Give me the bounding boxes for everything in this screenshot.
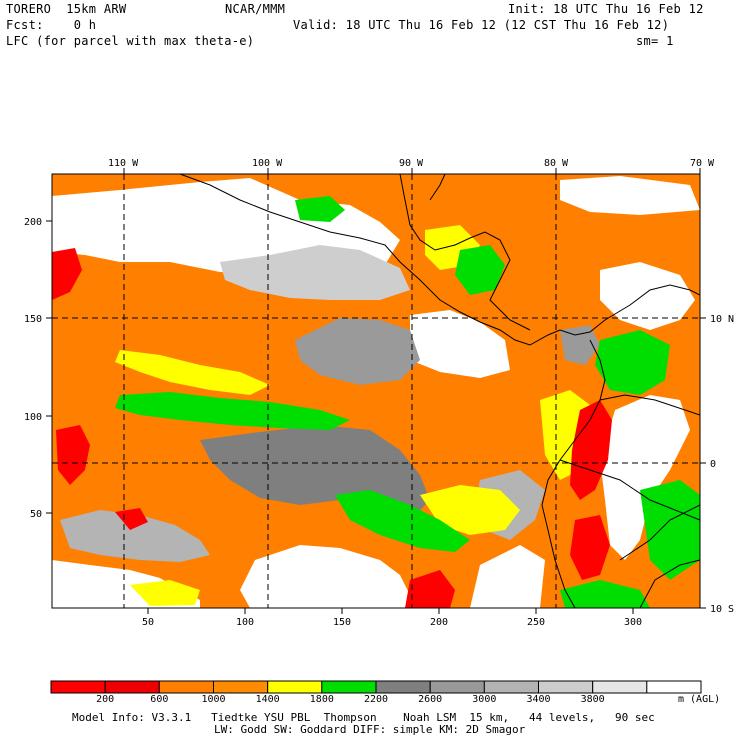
field-white-andes-east [600, 395, 690, 560]
bottom-ticks [147, 608, 634, 614]
organization-label: NCAR/MMM [225, 2, 286, 16]
colorbar-tick-label: 2200 [363, 694, 389, 705]
x-tick-150: 150 [333, 617, 351, 628]
colorbar-tick-label: 3400 [526, 694, 551, 705]
field-green-4 [640, 480, 700, 580]
lon-label-110w: 110 W [108, 158, 139, 169]
x-tick-100: 100 [236, 617, 254, 628]
field-green-2 [335, 490, 470, 552]
field-green-3 [595, 330, 670, 395]
lon-label-80w: 80 W [544, 158, 569, 169]
colorbar-swatch [213, 680, 269, 694]
graticule [52, 174, 700, 608]
field-white-bottom-mid [240, 545, 410, 608]
x-tick-250: 250 [527, 617, 545, 628]
colorbar-swatch [429, 680, 485, 694]
colorbar-swatch [158, 680, 215, 694]
colorbar-tick-label: 3800 [580, 694, 605, 705]
valid-time: Valid: 18 UTC Thu 16 Feb 12 (12 CST Thu … [293, 18, 670, 32]
field-yellow-2 [420, 485, 520, 535]
lon-label-90w: 90 W [399, 158, 424, 169]
field-yellow-1 [115, 350, 270, 395]
field-gray-band-1 [295, 318, 420, 385]
field-red-3 [405, 570, 455, 608]
field-red-5 [570, 515, 610, 580]
colorbar-tick-label: 600 [150, 694, 169, 705]
colorbar-swatch [104, 680, 160, 694]
field-yellow-5 [130, 580, 200, 606]
colorbar-tick-label: 200 [96, 694, 115, 705]
field-green-6 [295, 196, 345, 222]
field-red-1 [52, 248, 82, 300]
colorbar-tick-label: 3000 [472, 694, 497, 705]
lon-label-70w: 70 W [690, 158, 715, 169]
field-gray-band-6 [560, 325, 600, 365]
forecast-hour: Fcst: 0 h [6, 18, 97, 32]
y-tick-100: 100 [24, 412, 42, 423]
colorbar-tick-label: 2600 [418, 694, 443, 705]
colorbar-swatch [321, 680, 377, 694]
smoothing-value: sm= 1 [636, 34, 674, 48]
left-ticks [46, 220, 52, 514]
y-tick-200: 200 [24, 217, 42, 228]
model-info-line2: LW: Godd SW: Goddard DIFF: simple KM: 2D… [214, 723, 526, 736]
right-ticks [700, 317, 706, 609]
field-red-4 [570, 400, 612, 500]
lat-label-10s: 10 S [710, 604, 734, 615]
colorbar-swatch [375, 680, 431, 694]
field-white-pacific [410, 310, 510, 378]
init-time: Init: 18 UTC Thu 16 Feb 12 [508, 2, 704, 16]
map-frame [51, 173, 701, 609]
colorbar-swatch [483, 680, 539, 694]
field-white-bottom-right [470, 545, 545, 608]
field-green-7 [560, 580, 650, 608]
field-name: LFC (for parcel with max theta-e) [6, 34, 255, 48]
lat-label-0: 0 [710, 459, 716, 470]
field-white-topright [560, 176, 700, 215]
model-info-line1: Model Info: V3.3.1 Tiedtke YSU PBL Thomp… [72, 711, 655, 724]
colorbar-swatch [538, 680, 594, 694]
lat-label-10n: 10 N [710, 314, 734, 325]
x-tick-50: 50 [142, 617, 154, 628]
colorbar-swatch [50, 680, 106, 694]
colorbar-swatch [592, 680, 648, 694]
model-title: TORERO 15km ARW [6, 2, 127, 16]
field-gray-band-3 [60, 510, 210, 562]
colorbar-swatch [267, 680, 323, 694]
colorbar [50, 680, 702, 694]
colorbar-units: m (AGL) [678, 694, 721, 705]
y-tick-150: 150 [24, 314, 42, 325]
x-tick-300: 300 [624, 617, 642, 628]
field-green-1 [115, 392, 350, 430]
field-white-nw [600, 262, 695, 330]
lfc-field [52, 174, 700, 608]
top-ticks [123, 168, 701, 174]
colorbar-tick-label: 1800 [309, 694, 334, 705]
field-red-6 [115, 508, 148, 530]
lon-label-100w: 100 W [252, 158, 283, 169]
colorbar-tick-label: 1000 [201, 694, 226, 705]
y-tick-50: 50 [30, 509, 42, 520]
field-green-5 [455, 245, 505, 295]
colorbar-swatch [646, 680, 702, 694]
x-tick-200: 200 [430, 617, 448, 628]
colorbar-tick-label: 1400 [255, 694, 280, 705]
field-red-2 [56, 425, 90, 485]
